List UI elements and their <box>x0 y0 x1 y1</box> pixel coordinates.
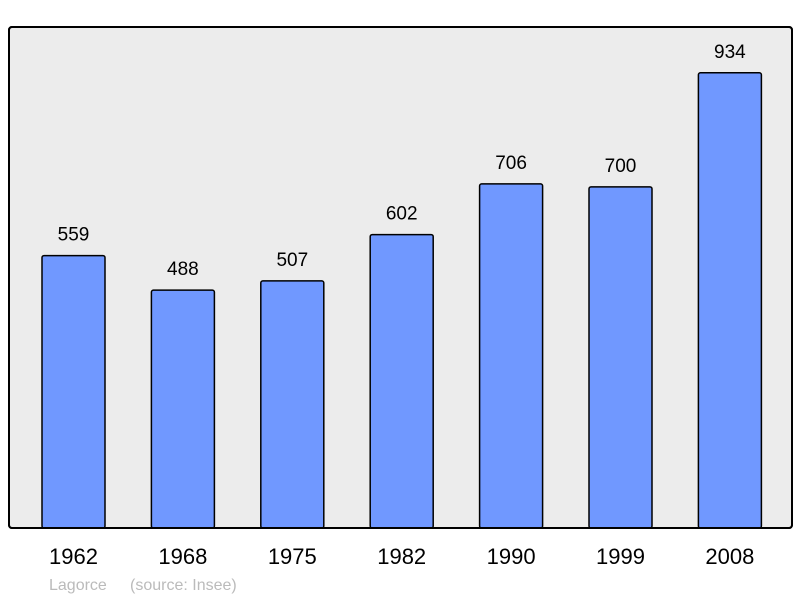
x-tick-1990: 1990 <box>487 544 536 569</box>
x-tick-1999: 1999 <box>596 544 645 569</box>
bar-1982 <box>369 233 434 529</box>
bar-1968 <box>150 289 216 529</box>
footer-place: Lagorce <box>49 577 107 594</box>
data-label-1962: 559 <box>58 225 90 246</box>
x-tick-2008: 2008 <box>705 544 754 569</box>
x-tick-1962: 1962 <box>49 544 98 569</box>
bar-1999 <box>588 186 653 529</box>
x-tick-1975: 1975 <box>268 544 317 569</box>
x-tick-1982: 1982 <box>377 544 426 569</box>
data-label-2008: 934 <box>714 42 746 63</box>
data-label-1999: 700 <box>605 156 637 177</box>
bar-1975 <box>260 280 325 529</box>
footer-source: (source: Insee) <box>130 577 237 594</box>
data-label-1975: 507 <box>276 250 308 271</box>
x-tick-1968: 1968 <box>158 544 207 569</box>
plot-frame <box>8 26 793 529</box>
data-label-1968: 488 <box>167 259 199 280</box>
data-label-1990: 706 <box>495 153 527 174</box>
bar-2008 <box>697 72 763 529</box>
data-label-1982: 602 <box>386 204 418 225</box>
bar-1990 <box>478 183 544 529</box>
bar-1962 <box>41 254 106 529</box>
